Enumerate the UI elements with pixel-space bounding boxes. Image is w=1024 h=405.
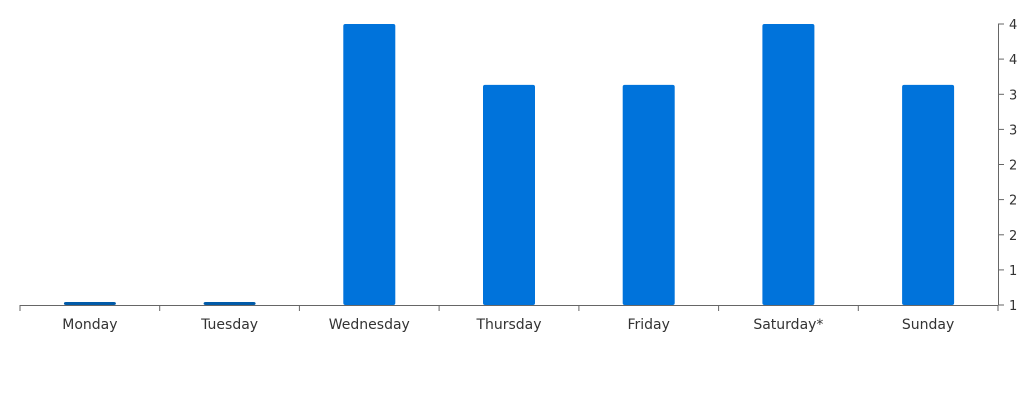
bar-friday bbox=[622, 84, 675, 306]
y-tick-label: 4 bbox=[1009, 53, 1017, 68]
bar-monday bbox=[63, 302, 116, 305]
y-tick-label: 2 bbox=[1009, 194, 1017, 209]
y-tick-label: 2 bbox=[1009, 229, 1017, 244]
y-axis: 1 1 2 2 2 3 3 4 4 bbox=[998, 18, 1017, 314]
x-tick-label: Friday bbox=[627, 317, 669, 333]
bar-tuesday bbox=[203, 302, 256, 305]
bar-thursday bbox=[483, 84, 535, 306]
bar-saturday bbox=[762, 24, 815, 305]
x-tick-label: Thursday bbox=[475, 317, 541, 333]
bars-group bbox=[63, 24, 955, 306]
y-tick-label: 2 bbox=[1009, 159, 1017, 174]
x-tick-label: Monday bbox=[62, 317, 117, 333]
y-tick-label: 3 bbox=[1009, 88, 1017, 103]
x-tick-label: Tuesday bbox=[200, 317, 258, 333]
y-tick-label: 3 bbox=[1009, 123, 1017, 138]
x-tick-label: Sunday bbox=[902, 317, 954, 333]
bar-sunday bbox=[902, 84, 955, 306]
x-axis: Monday Tuesday Wednesday Thursday Friday Satu… bbox=[19, 305, 999, 333]
y-tick-label: 4 bbox=[1009, 18, 1017, 33]
x-tick-label: Wednesday bbox=[329, 317, 410, 333]
x-tick-label: Saturday* bbox=[753, 317, 823, 333]
bar-wednesday bbox=[343, 24, 396, 305]
y-tick-label: 1 bbox=[1009, 264, 1017, 279]
y-tick-label: 1 bbox=[1009, 299, 1017, 314]
